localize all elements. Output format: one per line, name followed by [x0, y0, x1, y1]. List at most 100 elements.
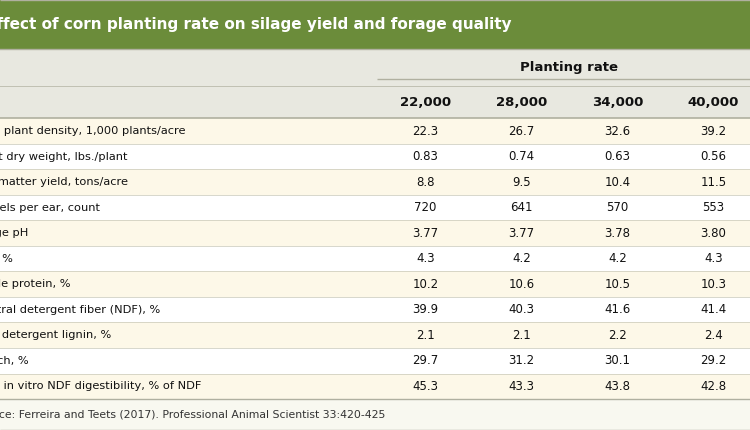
Bar [569, 297, 665, 322]
Text: 2.4: 2.4 [704, 329, 723, 342]
Text: 4.2: 4.2 [512, 252, 531, 265]
Text: Acid detergent lignin, %: Acid detergent lignin, % [0, 330, 111, 340]
Bar [569, 246, 665, 271]
Bar [473, 322, 569, 348]
Text: Crude protein, %: Crude protein, % [0, 279, 70, 289]
Text: 10.3: 10.3 [700, 278, 726, 291]
Text: 553: 553 [702, 201, 724, 214]
Text: Planting rate: Planting rate [520, 61, 618, 74]
Bar [0, 297, 377, 322]
Text: 39.9: 39.9 [413, 303, 439, 316]
Bar [569, 118, 665, 144]
Bar [473, 271, 569, 297]
Bar [377, 49, 750, 86]
Bar [665, 271, 750, 297]
Bar [473, 169, 569, 195]
Bar [377, 86, 473, 118]
Text: 43.3: 43.3 [509, 380, 535, 393]
Text: 11.5: 11.5 [700, 175, 726, 189]
Bar [0, 322, 377, 348]
Bar [0, 246, 377, 271]
Text: 8.8: 8.8 [416, 175, 435, 189]
Bar [0, 144, 377, 169]
Text: 28,000: 28,000 [496, 95, 547, 109]
Bar [0, 0, 750, 49]
Text: 31.2: 31.2 [509, 354, 535, 367]
Text: Neutral detergent fiber (NDF), %: Neutral detergent fiber (NDF), % [0, 305, 160, 315]
Bar [665, 118, 750, 144]
Text: 30.1: 30.1 [604, 354, 630, 367]
Text: 32.6: 32.6 [604, 125, 631, 138]
Text: 22.3: 22.3 [413, 125, 439, 138]
Text: Dry matter yield, tons/acre: Dry matter yield, tons/acre [0, 177, 128, 187]
Bar [0, 86, 377, 118]
Text: 4.3: 4.3 [416, 252, 435, 265]
Bar [473, 86, 569, 118]
Text: Kernels per ear, count: Kernels per ear, count [0, 203, 100, 212]
Bar [473, 220, 569, 246]
Text: 10.4: 10.4 [604, 175, 631, 189]
Bar [0, 49, 377, 86]
Bar [665, 220, 750, 246]
Text: 3.80: 3.80 [700, 227, 726, 240]
Text: Final plant density, 1,000 plants/acre: Final plant density, 1,000 plants/acre [0, 126, 185, 136]
Bar [0, 118, 377, 144]
Bar [377, 297, 473, 322]
Bar [569, 144, 665, 169]
Bar [665, 246, 750, 271]
Text: 3.77: 3.77 [413, 227, 439, 240]
Text: 10.2: 10.2 [413, 278, 439, 291]
Text: 41.4: 41.4 [700, 303, 727, 316]
Bar [377, 271, 473, 297]
Text: 2.2: 2.2 [608, 329, 627, 342]
Bar [569, 220, 665, 246]
Bar [569, 271, 665, 297]
Text: 0.83: 0.83 [413, 150, 439, 163]
Text: 9.5: 9.5 [512, 175, 531, 189]
Bar [473, 195, 569, 220]
Bar [569, 348, 665, 374]
Text: Plant dry weight, lbs./plant: Plant dry weight, lbs./plant [0, 151, 128, 162]
Text: 29.7: 29.7 [413, 354, 439, 367]
Bar [0, 399, 750, 430]
Bar [569, 86, 665, 118]
Bar [473, 297, 569, 322]
Bar [473, 374, 569, 399]
Bar [377, 348, 473, 374]
Text: 2.1: 2.1 [512, 329, 531, 342]
Text: 720: 720 [414, 201, 436, 214]
Bar [377, 374, 473, 399]
Text: 4.2: 4.2 [608, 252, 627, 265]
Bar [377, 169, 473, 195]
Text: 45.3: 45.3 [413, 380, 439, 393]
Bar [473, 118, 569, 144]
Bar [377, 322, 473, 348]
Text: 30-h in vitro NDF digestibility, % of NDF: 30-h in vitro NDF digestibility, % of ND… [0, 381, 201, 391]
Text: 0.56: 0.56 [700, 150, 726, 163]
Bar [665, 86, 750, 118]
Text: 39.2: 39.2 [700, 125, 726, 138]
Text: 4.3: 4.3 [704, 252, 722, 265]
Bar [569, 169, 665, 195]
Text: 40,000: 40,000 [688, 95, 739, 109]
Text: Silage pH: Silage pH [0, 228, 28, 238]
Bar [473, 144, 569, 169]
Bar [569, 195, 665, 220]
Bar [473, 348, 569, 374]
Text: Starch, %: Starch, % [0, 356, 28, 366]
Bar [665, 322, 750, 348]
Bar [377, 144, 473, 169]
Bar [377, 195, 473, 220]
Text: 34,000: 34,000 [592, 95, 643, 109]
Bar [665, 374, 750, 399]
Text: 22,000: 22,000 [400, 95, 451, 109]
Text: 43.8: 43.8 [604, 380, 630, 393]
Bar [569, 322, 665, 348]
Text: Source: Ferreira and Teets (2017). Professional Animal Scientist 33:420-425: Source: Ferreira and Teets (2017). Profe… [0, 409, 386, 420]
Bar [665, 169, 750, 195]
Bar [377, 220, 473, 246]
Bar [0, 195, 377, 220]
Text: 641: 641 [510, 201, 532, 214]
Text: 10.5: 10.5 [604, 278, 630, 291]
Text: 26.7: 26.7 [509, 125, 535, 138]
